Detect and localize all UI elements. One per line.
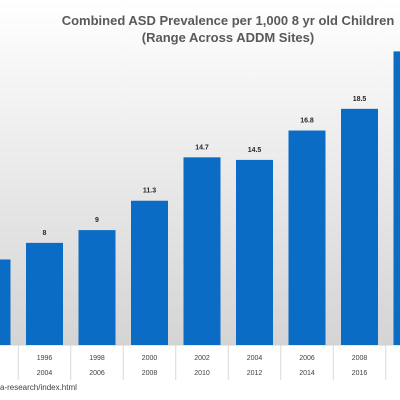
data-label: 16.8	[300, 118, 314, 125]
chart-title: Combined ASD Prevalence per 1,000 8 yr o…	[61, 13, 395, 28]
bar	[341, 108, 378, 345]
source-note: a-research/index.html	[0, 383, 77, 392]
data-label: 14.5	[248, 147, 262, 154]
bar	[288, 130, 326, 345]
x-tick-label-start-year: 1998	[89, 355, 105, 362]
bar	[78, 230, 116, 345]
x-tick-label-start-year: 2004	[247, 355, 263, 362]
x-tick-label-start-year: 2000	[142, 355, 158, 362]
data-label: 14.7	[195, 144, 209, 151]
bar	[26, 242, 63, 345]
chart-subtitle: (Range Across ADDM Sites)	[141, 30, 315, 45]
x-tick-label-report-year: 2012	[247, 370, 263, 377]
x-tick-label-report-year: 2006	[89, 370, 105, 377]
bar	[0, 259, 11, 345]
data-label: 11.3	[143, 188, 156, 195]
x-tick-label-start-year: 2002	[194, 355, 210, 362]
x-tick-label-report-year: 2010	[194, 370, 210, 377]
data-label: 9	[95, 217, 99, 224]
x-tick-label-report-year: 2014	[299, 370, 315, 377]
x-tick-label-report-year: 2008	[142, 370, 158, 377]
bar	[131, 200, 168, 345]
x-tick-label-report-year: 2016	[352, 370, 368, 377]
x-tick-label-start-year: 2006	[299, 355, 315, 362]
bar	[183, 157, 221, 345]
x-tick-label-start-year: 2008	[352, 355, 368, 362]
bar	[393, 51, 400, 345]
x-tick-label-start-year: 1996	[37, 355, 53, 362]
x-tick-label-report-year: 2004	[37, 370, 53, 377]
bar	[236, 159, 273, 345]
data-label: 8	[43, 230, 47, 237]
data-label: 18.5	[353, 96, 367, 103]
